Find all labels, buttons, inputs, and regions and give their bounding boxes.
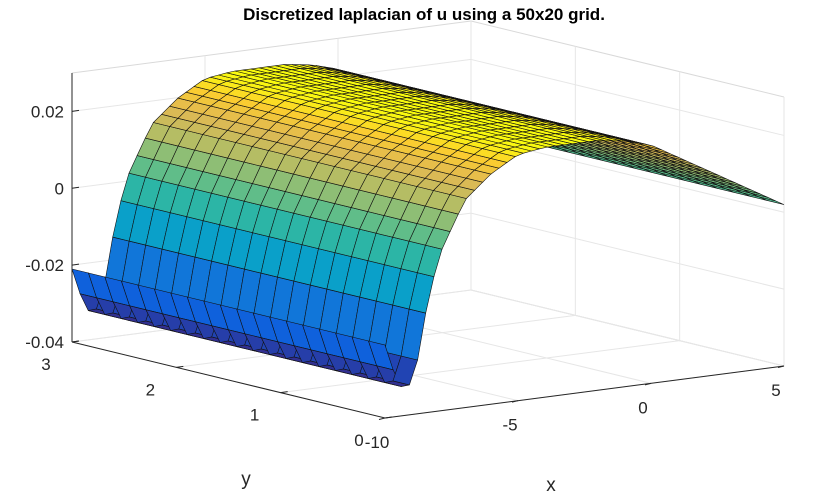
- z-tick-mark: [71, 186, 80, 189]
- y-tick-label: 3: [41, 355, 50, 374]
- y-tick-label: 2: [146, 380, 155, 399]
- z-tick-mark: [71, 109, 80, 112]
- box-edge: [71, 20, 472, 74]
- y-axis-label: y: [241, 469, 251, 490]
- y-tick-mark: [280, 391, 288, 394]
- z-tick-label: 0.02: [31, 102, 64, 121]
- grid-line-z: [470, 58, 785, 136]
- y-tick-mark: [384, 416, 393, 419]
- grid-line-y: [280, 340, 680, 394]
- x-tick-label: 5: [771, 381, 780, 400]
- grid-line-z: [470, 212, 785, 290]
- z-tick-mark: [71, 340, 80, 343]
- y-tick-label: 1: [250, 406, 259, 425]
- x-axis-line: [384, 365, 785, 419]
- z-tick-mark: [71, 263, 80, 266]
- chart-title: Discretized laplacian of u using a 50x20…: [243, 5, 605, 24]
- x-axis-label: x: [546, 475, 556, 493]
- y-tick-mark: [176, 365, 184, 368]
- x-tick-mark: [777, 365, 785, 368]
- x-axis-ticks: -10 -5 0 5: [365, 365, 785, 452]
- x-tick-mark: [511, 400, 519, 403]
- x-tick-label: 0: [638, 398, 647, 417]
- x-tick-label: -5: [502, 416, 517, 435]
- x-tick-mark: [644, 382, 652, 386]
- y-axis-line: [71, 341, 386, 419]
- surface-mesh: [71, 64, 785, 388]
- x-tick-mark: [378, 417, 386, 420]
- z-axis-ticks: -0.04 -0.02 0 0.02: [25, 102, 80, 352]
- y-tick-label: 0: [354, 431, 363, 450]
- z-tick-label: -0.02: [25, 256, 64, 275]
- z-tick-label: -0.04: [25, 333, 64, 352]
- box-edge: [470, 20, 785, 98]
- x-tick-label: -10: [365, 433, 390, 452]
- axes-front-edges: [71, 73, 785, 419]
- z-tick-label: 0: [55, 179, 64, 198]
- grid-line-z: [470, 289, 785, 367]
- surface-patch: [759, 196, 785, 205]
